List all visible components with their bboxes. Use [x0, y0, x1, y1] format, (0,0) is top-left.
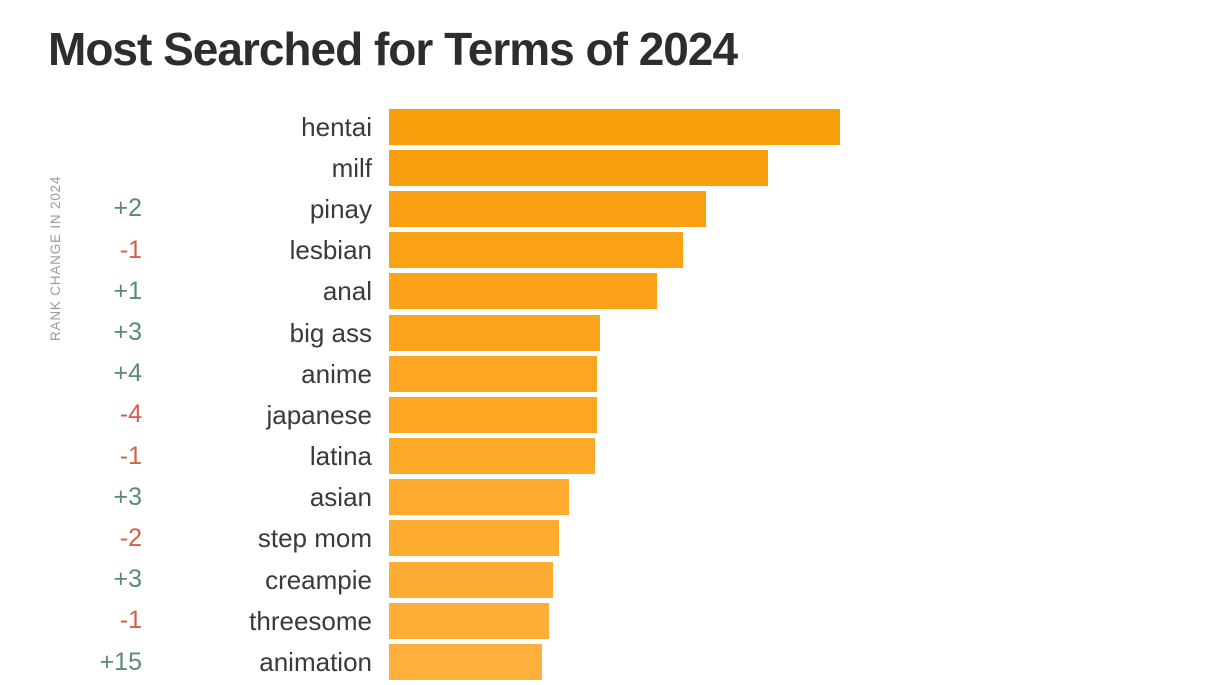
term-label: lesbian	[289, 235, 372, 266]
bar-track	[389, 644, 1225, 681]
term-label: creampie	[265, 564, 372, 595]
chart-row: milf	[0, 147, 1225, 188]
rank-change-label: -1	[119, 235, 142, 264]
bar-track	[389, 232, 1225, 269]
chart-row: +2 pinay	[0, 188, 1225, 229]
bar-threesome	[389, 602, 549, 639]
bar-japanese	[389, 396, 597, 433]
term-label: japanese	[266, 399, 372, 430]
bar-step-mom	[389, 520, 559, 557]
rank-change-label: -2	[119, 523, 142, 552]
rank-change-label: -1	[119, 441, 142, 470]
rank-change-label: -1	[119, 606, 142, 635]
bar-lesbian	[389, 232, 683, 269]
rank-change-label: +4	[113, 359, 142, 388]
bar-track	[389, 520, 1225, 557]
bar-track	[389, 396, 1225, 433]
rank-change-label: +1	[113, 276, 142, 305]
term-label: latina	[309, 441, 372, 472]
bar-hentai	[389, 108, 840, 145]
rank-change-label: +15	[99, 647, 142, 676]
chart-row: +4 anime	[0, 353, 1225, 394]
bar-pinay	[389, 190, 706, 227]
bar-latina	[389, 438, 595, 475]
chart-row: +3 big ass	[0, 312, 1225, 353]
bar-big-ass	[389, 314, 600, 351]
chart-row: -1 threesome	[0, 600, 1225, 641]
bar-track	[389, 273, 1225, 310]
bar-chart: hentai milf +2 pinay -1 lesbian +1 anal +3 big as…	[0, 106, 1225, 683]
term-label: step mom	[257, 523, 372, 554]
bar-track	[389, 561, 1225, 598]
bar-animation	[389, 644, 542, 681]
bar-anime	[389, 355, 597, 392]
chart-row: -4 japanese	[0, 394, 1225, 435]
rank-change-label: -4	[119, 400, 142, 429]
rank-change-label: +2	[113, 194, 142, 223]
bar-track	[389, 108, 1225, 145]
bar-anal	[389, 273, 657, 310]
chart-row: +15 animation	[0, 641, 1225, 682]
bar-track	[389, 149, 1225, 186]
bar-track	[389, 479, 1225, 516]
bar-milf	[389, 149, 768, 186]
page-title: Most Searched for Terms of 2024	[48, 23, 738, 75]
bar-creampie	[389, 561, 553, 598]
term-label: hentai	[301, 111, 372, 142]
term-label: threesome	[249, 605, 372, 636]
chart-row: -1 lesbian	[0, 230, 1225, 271]
term-label: pinay	[309, 193, 372, 224]
bar-track	[389, 438, 1225, 475]
term-label: milf	[331, 152, 372, 183]
bar-track	[389, 602, 1225, 639]
rank-change-label: +3	[113, 318, 142, 347]
term-label: asian	[309, 482, 372, 513]
chart-row: +3 asian	[0, 477, 1225, 518]
bar-track	[389, 314, 1225, 351]
bar-track	[389, 355, 1225, 392]
bar-track	[389, 190, 1225, 227]
rank-change-label: +3	[113, 482, 142, 511]
term-label: animation	[259, 647, 372, 678]
rank-change-label: +3	[113, 565, 142, 594]
chart-row: +1 anal	[0, 271, 1225, 312]
bar-asian	[389, 479, 569, 516]
term-label: anime	[301, 358, 372, 389]
chart-row: -2 step mom	[0, 518, 1225, 559]
term-label: anal	[322, 276, 372, 307]
chart-row: +3 creampie	[0, 559, 1225, 600]
term-label: big ass	[289, 317, 372, 348]
chart-row: -1 latina	[0, 436, 1225, 477]
chart-row: hentai	[0, 106, 1225, 147]
